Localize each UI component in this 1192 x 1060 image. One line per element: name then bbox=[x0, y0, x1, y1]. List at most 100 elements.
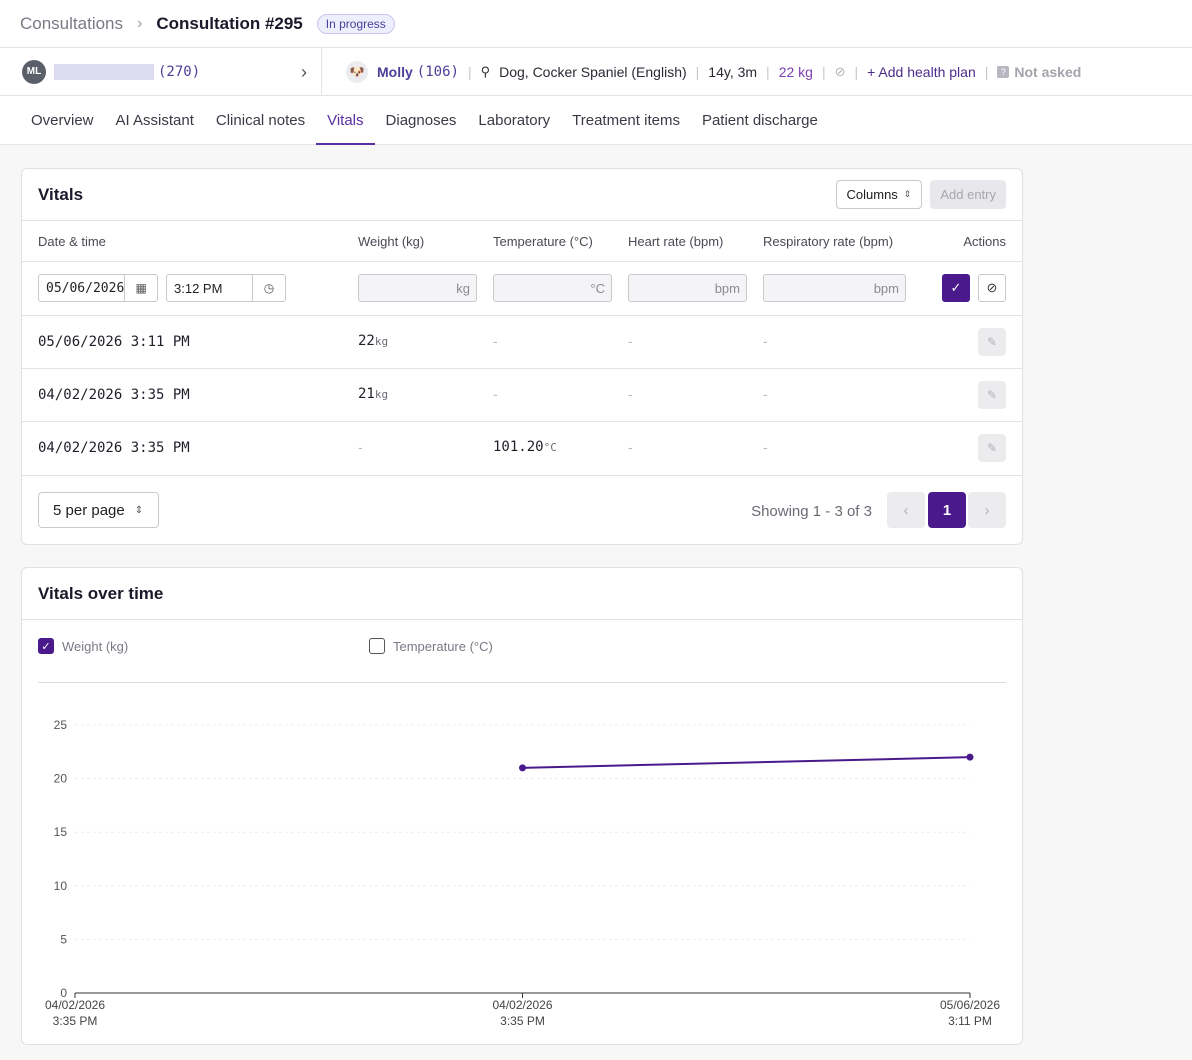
date-input-value: 05/06/2026 bbox=[39, 275, 126, 301]
vitals-title: Vitals bbox=[38, 184, 84, 204]
y-tick-label: 10 bbox=[54, 879, 68, 893]
x-tick-label-date: 04/02/2026 bbox=[492, 998, 552, 1012]
header-respiratory-rate: Respiratory rate (bpm) bbox=[763, 234, 894, 249]
tab-diagnoses[interactable]: Diagnoses bbox=[385, 111, 457, 129]
page-1-button[interactable]: 1 bbox=[928, 492, 966, 528]
row-datetime: 04/02/2026 3:35 PM bbox=[38, 387, 190, 403]
weight-value: 21 bbox=[358, 386, 375, 402]
legend-weight[interactable]: ✓ Weight (kg) bbox=[38, 638, 128, 654]
add-health-plan-label: Add health plan bbox=[878, 63, 976, 80]
breadcrumb-consultations-link[interactable]: Consultations bbox=[20, 13, 124, 33]
owner-selector[interactable]: ML (270) › bbox=[0, 48, 322, 95]
tab-patient-discharge[interactable]: Patient discharge bbox=[701, 111, 818, 129]
chart-card-header: Vitals over time bbox=[22, 568, 1022, 620]
patient-name[interactable]: Molly bbox=[377, 63, 413, 80]
tab-vitals[interactable]: Vitals bbox=[316, 96, 375, 145]
chevron-right-icon[interactable]: › bbox=[301, 62, 307, 82]
divider: | bbox=[695, 63, 700, 80]
weight-input[interactable]: kg bbox=[358, 274, 477, 302]
time-input[interactable]: 3:12 PM ◷ bbox=[166, 274, 286, 302]
gender-icon: ⚲ bbox=[480, 63, 491, 79]
y-tick-label: 0 bbox=[60, 986, 67, 1000]
y-tick-label: 25 bbox=[54, 718, 68, 732]
chevron-updown-icon: ⇕ bbox=[903, 189, 912, 199]
header-weight: Weight (kg) bbox=[358, 234, 425, 249]
y-tick-label: 15 bbox=[54, 825, 68, 839]
row-weight: - bbox=[358, 439, 363, 455]
weight-data-point bbox=[966, 753, 974, 761]
chart-title: Vitals over time bbox=[38, 583, 164, 603]
pagination-summary: Showing 1 - 3 of 3 bbox=[751, 503, 872, 520]
tab-overview[interactable]: Overview bbox=[31, 111, 94, 129]
temperature-checkbox[interactable] bbox=[369, 638, 385, 654]
row-temperature: - bbox=[493, 333, 498, 349]
chevron-updown-icon: ⇕ bbox=[134, 504, 144, 516]
header-datetime: Date & time bbox=[38, 234, 106, 249]
tab-laboratory[interactable]: Laboratory bbox=[478, 111, 551, 129]
date-input[interactable]: 05/06/2026 ▦ bbox=[38, 274, 158, 302]
new-entry-row: 05/06/2026 ▦ 3:12 PM ◷ kg °C bpm bpm ✓ ⊘ bbox=[22, 262, 1022, 316]
pencil-icon: ✎ bbox=[986, 388, 998, 402]
tab-treatment-items[interactable]: Treatment items bbox=[572, 111, 680, 129]
dog-icon: 🐶 bbox=[346, 60, 368, 83]
legend-temperature[interactable]: Temperature (°C) bbox=[369, 638, 493, 654]
row-datetime: 05/06/2026 3:11 PM bbox=[38, 334, 190, 350]
weight-checkbox[interactable]: ✓ bbox=[38, 638, 54, 654]
header-actions: Actions bbox=[963, 234, 1006, 249]
patient-bar: ML (270) › 🐶 Molly (106) | ⚲ Dog, Cocker… bbox=[0, 48, 1192, 96]
pagination-bar: 5 per page ⇕ Showing 1 - 3 of 3 ‹ 1 › bbox=[22, 476, 1022, 544]
row-respiratory-rate: - bbox=[763, 386, 768, 402]
tab-clinical-notes[interactable]: Clinical notes bbox=[215, 111, 306, 129]
x-tick-label-time: 3:11 PM bbox=[948, 1014, 992, 1028]
temperature-value: 101.20 bbox=[493, 439, 544, 455]
table-row: 04/02/2026 3:35 PM 21kg - - - ✎ bbox=[22, 369, 1022, 422]
weight-unit: kg bbox=[374, 335, 389, 348]
row-weight: 21kg bbox=[358, 386, 388, 402]
weight-unit: kg bbox=[374, 388, 389, 401]
columns-label: Columns bbox=[846, 187, 898, 202]
columns-button[interactable]: Columns ⇕ bbox=[835, 180, 923, 209]
divider: | bbox=[821, 63, 826, 80]
top-header: Consultations › Consultation #295 In pro… bbox=[0, 0, 1192, 48]
tab-ai-assistant[interactable]: AI Assistant bbox=[115, 111, 194, 129]
cancel-icon: ⊘ bbox=[986, 280, 998, 295]
clock-icon[interactable]: ◷ bbox=[263, 281, 275, 295]
patient-weight: 22 kg bbox=[778, 63, 813, 80]
row-datetime: 04/02/2026 3:35 PM bbox=[38, 440, 190, 456]
owner-id: (270) bbox=[158, 63, 201, 80]
vitals-line-chart: 0 5 10 15 20 25 04/02/2026 3:35 PM 04/02/2026 3:3… bbox=[45, 718, 1000, 1028]
check-icon: ✓ bbox=[950, 280, 962, 295]
weight-value: 22 bbox=[358, 333, 375, 349]
row-heart-rate: - bbox=[628, 386, 633, 402]
weight-series-line bbox=[522, 756, 971, 769]
patient-age: 14y, 3m bbox=[708, 63, 758, 80]
per-page-select[interactable]: 5 per page ⇕ bbox=[38, 492, 159, 528]
heart-rate-input[interactable]: bpm bbox=[628, 274, 747, 302]
edit-row-button[interactable]: ✎ bbox=[978, 434, 1006, 462]
table-row: 04/02/2026 3:35 PM - 101.20°C - - ✎ bbox=[22, 422, 1022, 476]
table-header-row: Date & time Weight (kg) Temperature (°C)… bbox=[22, 221, 1022, 262]
edit-row-button[interactable]: ✎ bbox=[978, 381, 1006, 409]
no-health-plan-icon: ⊘ bbox=[834, 63, 846, 79]
previous-page-button[interactable]: ‹ bbox=[887, 492, 925, 528]
time-input-value: 3:12 PM bbox=[167, 275, 253, 301]
header-heart-rate: Heart rate (bpm) bbox=[628, 234, 724, 249]
y-tick-label: 20 bbox=[54, 772, 68, 786]
add-entry-button[interactable]: Add entry bbox=[930, 180, 1006, 209]
next-page-button[interactable]: › bbox=[968, 492, 1006, 528]
add-health-plan-button[interactable]: + Add health plan bbox=[867, 63, 976, 80]
confirm-entry-button[interactable]: ✓ bbox=[942, 274, 970, 302]
weight-data-point bbox=[519, 764, 526, 772]
temperature-input[interactable]: °C bbox=[493, 274, 612, 302]
chevron-right-icon: › bbox=[984, 501, 990, 519]
respiratory-rate-input[interactable]: bpm bbox=[763, 274, 906, 302]
divider: | bbox=[467, 63, 472, 80]
question-icon: ? bbox=[997, 65, 1010, 78]
edit-row-button[interactable]: ✎ bbox=[978, 328, 1006, 356]
pencil-icon: ✎ bbox=[986, 335, 998, 349]
cancel-entry-button[interactable]: ⊘ bbox=[978, 274, 1006, 302]
divider: | bbox=[854, 63, 859, 80]
vitals-chart-card: Vitals over time ✓ Weight (kg) Temperatu… bbox=[21, 567, 1023, 1045]
calendar-icon[interactable]: ▦ bbox=[135, 281, 147, 295]
per-page-value: 5 per page bbox=[53, 501, 125, 519]
